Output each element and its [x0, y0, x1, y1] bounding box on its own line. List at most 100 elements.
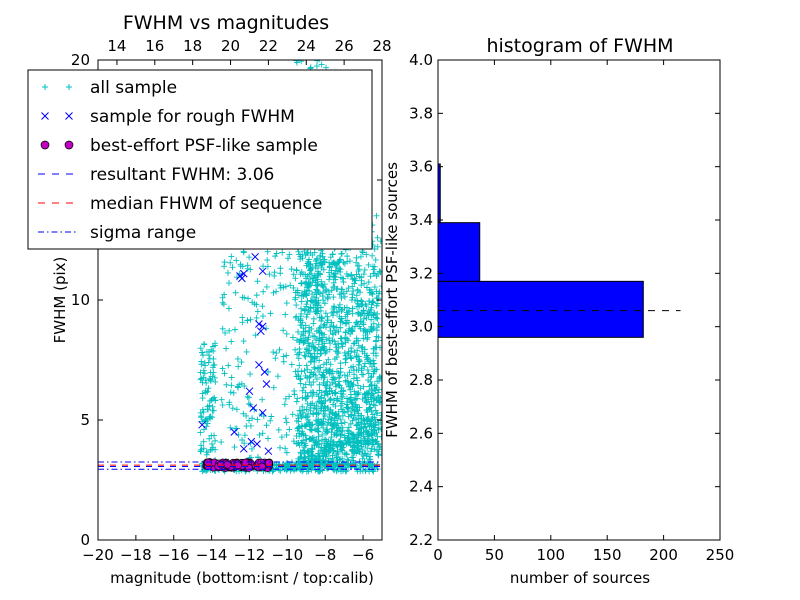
point-all-sample [341, 349, 348, 356]
point-all-sample [273, 350, 280, 357]
point-all-sample [337, 274, 344, 281]
point-all-sample [375, 452, 382, 459]
point-all-sample [342, 377, 349, 384]
point-all-sample [229, 405, 236, 412]
point-all-sample [369, 290, 376, 297]
histogram-y-tick-label: 2.2 [409, 531, 433, 549]
point-all-sample [316, 381, 323, 388]
point-all-sample [368, 398, 375, 405]
point-all-sample [347, 420, 354, 427]
point-all-sample [205, 385, 212, 392]
point-all-sample [296, 362, 303, 369]
point-all-sample [338, 335, 345, 342]
point-all-sample [227, 424, 234, 431]
point-all-sample [336, 428, 343, 435]
point-all-sample [318, 60, 320, 63]
point-all-sample [356, 356, 363, 363]
point-all-sample [246, 417, 253, 424]
point-all-sample [294, 395, 301, 402]
point-all-sample [297, 336, 304, 343]
point-all-sample [336, 265, 343, 272]
point-all-sample [304, 366, 311, 373]
point-all-sample [344, 273, 351, 280]
point-all-sample [335, 259, 342, 266]
point-all-sample [227, 389, 234, 396]
point-all-sample [344, 461, 351, 468]
point-all-sample [320, 322, 327, 329]
point-all-sample [265, 368, 272, 375]
point-all-sample [274, 373, 281, 380]
point-all-sample [292, 368, 299, 375]
point-all-sample [366, 298, 373, 305]
point-all-sample [223, 345, 230, 352]
point-all-sample [361, 350, 368, 357]
point-all-sample [361, 420, 368, 427]
point-all-sample [364, 328, 371, 335]
point-all-sample [203, 451, 210, 458]
point-all-sample [350, 433, 357, 440]
point-all-sample [295, 372, 302, 379]
point-all-sample [345, 285, 352, 292]
point-all-sample [367, 404, 374, 411]
point-all-sample [354, 298, 361, 305]
point-all-sample [341, 260, 348, 267]
legend-marker [64, 140, 74, 150]
point-all-sample [212, 378, 219, 385]
point-all-sample [319, 334, 326, 341]
point-all-sample [311, 405, 318, 412]
point-all-sample [246, 254, 253, 261]
point-all-sample [347, 379, 354, 386]
point-all-sample [325, 419, 332, 426]
point-all-sample [330, 447, 337, 454]
point-all-sample [302, 251, 309, 258]
point-all-sample [207, 377, 214, 384]
point-all-sample [373, 272, 380, 279]
point-all-sample [373, 212, 380, 219]
point-all-sample [206, 435, 213, 442]
point-all-sample [340, 290, 347, 297]
point-all-sample [329, 409, 336, 416]
point-all-sample [311, 356, 318, 363]
scatter-x-tick-label: −20 [82, 546, 114, 564]
point-all-sample [318, 330, 325, 337]
legend-entry: all sample [42, 78, 177, 98]
point-all-sample [221, 259, 228, 266]
point-all-sample [340, 408, 347, 415]
point-all-sample [254, 308, 261, 315]
point-all-sample [210, 444, 217, 451]
point-all-sample [325, 441, 332, 448]
point-all-sample [335, 450, 342, 457]
point-all-sample [344, 311, 351, 318]
point-all-sample [355, 445, 362, 452]
point-all-sample [365, 261, 372, 268]
point-all-sample [337, 390, 344, 397]
point-all-sample [319, 282, 326, 289]
scatter-x-tick-label: −8 [314, 546, 336, 564]
point-all-sample [197, 429, 204, 436]
point-all-sample [339, 286, 346, 293]
point-all-sample [346, 430, 353, 437]
point-all-sample [317, 350, 324, 357]
point-all-sample [336, 258, 343, 265]
point-all-sample [283, 300, 290, 307]
point-all-sample [355, 361, 362, 368]
point-all-sample [306, 347, 313, 354]
point-all-sample [284, 255, 291, 262]
point-all-sample [272, 355, 279, 362]
point-all-sample [349, 400, 356, 407]
point-rough-fwhm [249, 404, 258, 412]
point-all-sample [297, 313, 304, 320]
point-all-sample [323, 367, 330, 374]
point-all-sample [311, 354, 318, 361]
point-all-sample [357, 253, 364, 260]
point-all-sample [314, 281, 321, 288]
point-all-sample [306, 324, 313, 331]
point-all-sample [337, 318, 344, 325]
point-all-sample [357, 289, 364, 296]
histogram-x-tick-label: 200 [649, 546, 678, 564]
point-all-sample [370, 390, 377, 397]
point-all-sample [368, 423, 375, 430]
point-all-sample [375, 426, 382, 433]
point-all-sample [306, 256, 313, 263]
point-all-sample [206, 414, 213, 421]
